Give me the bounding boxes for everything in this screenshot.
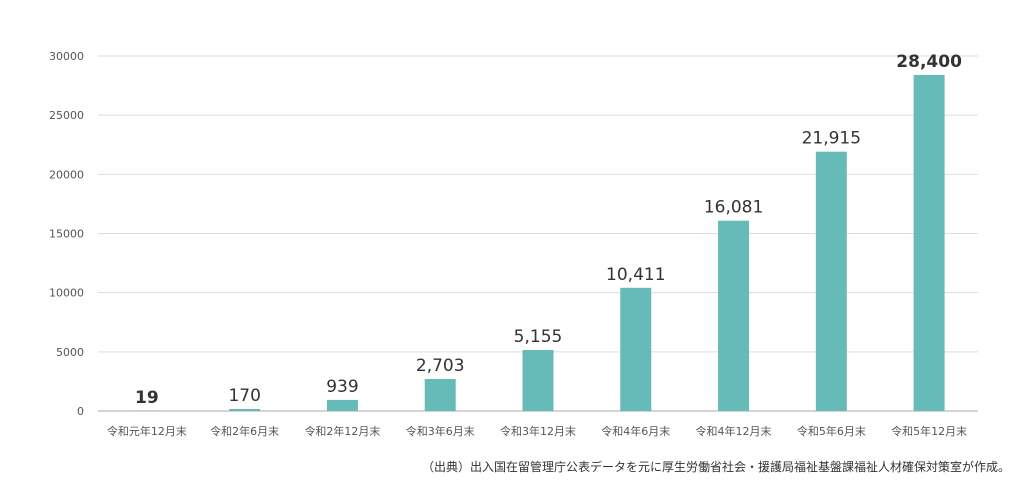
x-tick-label: 令和4年6月末 <box>601 424 670 438</box>
x-tick-label: 令和4年12月末 <box>696 424 772 438</box>
y-tick-label: 20000 <box>49 168 84 181</box>
x-tick-label: 令和2年12月末 <box>304 424 380 438</box>
data-label: 5,155 <box>514 327 563 347</box>
data-label: 939 <box>326 377 358 397</box>
data-label: 21,915 <box>802 129 861 149</box>
y-tick-label: 5000 <box>56 346 84 359</box>
bar <box>620 287 652 411</box>
x-tick-label: 令和元年12月末 <box>107 424 187 438</box>
x-tick-label: 令和5年6月末 <box>797 424 866 438</box>
x-tick-label: 令和5年12月末 <box>891 424 967 438</box>
bar <box>326 399 358 411</box>
bar <box>718 220 750 411</box>
bar <box>913 74 945 411</box>
source-note: （出典）出入国在留管理庁公表データを元に厚生労働省社会・援護局福祉基盤課福祉人材… <box>421 460 1010 474</box>
data-label: 2,703 <box>416 356 465 376</box>
data-label: 10,411 <box>606 265 665 285</box>
y-tick-label: 15000 <box>49 228 84 241</box>
data-label: 19 <box>135 388 159 408</box>
y-tick-label: 25000 <box>49 109 84 122</box>
y-tick-label: 0 <box>77 405 84 418</box>
x-tick-label: 令和2年6月末 <box>210 424 279 438</box>
y-tick-label: 10000 <box>49 287 84 300</box>
bar <box>522 349 554 411</box>
y-tick-label: 30000 <box>49 50 84 63</box>
bar <box>424 379 456 411</box>
data-label: 170 <box>228 386 260 406</box>
data-label: 16,081 <box>704 198 763 218</box>
data-label: 28,400 <box>896 52 962 72</box>
x-tick-label: 令和3年12月末 <box>500 424 576 438</box>
x-tick-label: 令和3年6月末 <box>406 424 475 438</box>
bar <box>229 408 261 411</box>
bar <box>815 151 847 412</box>
